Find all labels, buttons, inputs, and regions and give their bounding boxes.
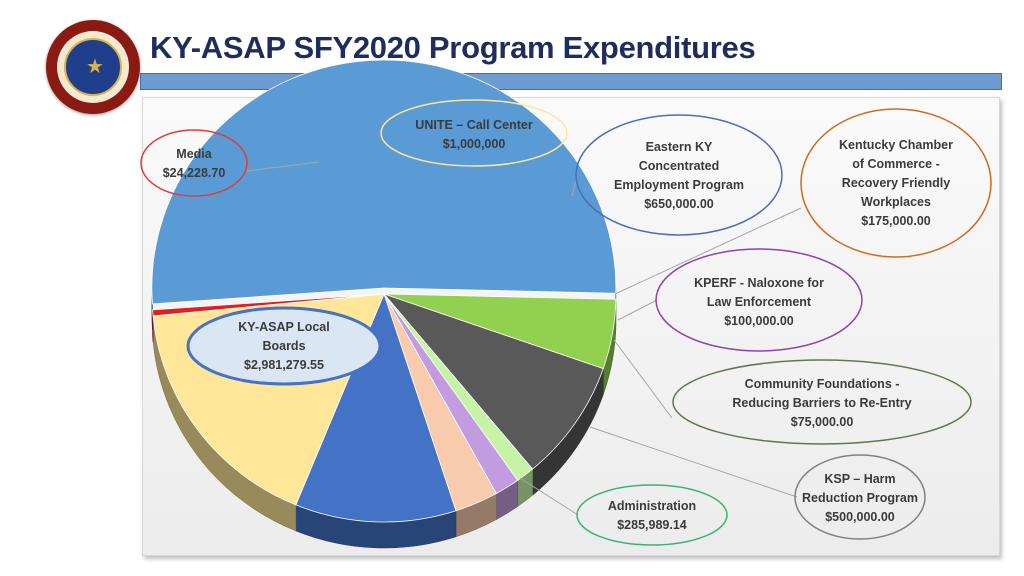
slice-label: Employment Program xyxy=(614,178,744,192)
leader-line xyxy=(613,339,673,419)
slice-label: KY-ASAP Local xyxy=(238,320,329,334)
slice-label: Reduction Program xyxy=(802,491,918,505)
callout-bubble xyxy=(794,454,926,540)
slice-label: UNITE – Call Center xyxy=(415,118,533,132)
slice-label: Kentucky Chamber xyxy=(839,138,953,152)
leader-line xyxy=(617,299,658,321)
leader-line xyxy=(614,207,802,295)
pie-slice xyxy=(382,293,604,470)
slice-label: $175,000.00 xyxy=(861,214,931,228)
callout-bubble xyxy=(655,248,863,352)
slice-label: Administration xyxy=(608,499,696,513)
callout-bubble xyxy=(140,129,248,197)
callout-bubble xyxy=(800,108,992,258)
slice-label: Eastern KY xyxy=(646,140,713,154)
slice-label: KSP – Harm xyxy=(824,472,895,486)
slice-label: $24,228.70 xyxy=(163,166,226,180)
callout-bubble xyxy=(380,99,568,167)
pie-slice xyxy=(295,292,457,523)
slice-label: $2,981,279.55 xyxy=(244,358,324,372)
slice-label: Boards xyxy=(262,339,305,353)
slice-label: Concentrated xyxy=(639,159,720,173)
callout-bubble xyxy=(575,114,783,236)
slice-label: Recovery Friendly xyxy=(842,176,950,190)
leader-lines xyxy=(246,161,802,516)
callout-bubble xyxy=(672,359,972,445)
slice-label: $75,000.00 xyxy=(791,415,854,429)
slice-label: $500,000.00 xyxy=(825,510,895,524)
slice-label: Reducing Barriers to Re-Entry xyxy=(732,396,911,410)
slice-label: $650,000.00 xyxy=(644,197,714,211)
callouts: KY-ASAP Local Boards $2,981,279.55 Administ… xyxy=(140,99,992,546)
office-seal-logo: ★ xyxy=(46,20,140,114)
slice-label: of Commerce - xyxy=(852,157,940,171)
leader-line xyxy=(519,477,579,516)
seal-center: ★ xyxy=(64,38,122,96)
pie-slice xyxy=(152,293,385,317)
leader-line xyxy=(589,426,798,498)
leader-line xyxy=(571,179,577,197)
callout-bubble xyxy=(186,306,382,386)
leader-line xyxy=(246,161,320,172)
slice-label: KPERF - Naloxone for xyxy=(694,276,824,290)
slice-label: Media xyxy=(176,147,212,161)
slice-label: Law Enforcement xyxy=(707,295,812,309)
star-icon: ★ xyxy=(86,54,104,78)
slice-label: Community Foundations - xyxy=(745,377,900,391)
slice-label: Workplaces xyxy=(861,195,931,209)
callout-bubble xyxy=(576,484,728,546)
slice-label: $100,000.00 xyxy=(724,314,794,328)
pie-slice xyxy=(151,59,617,305)
page-title: KY-ASAP SFY2020 Program Expenditures xyxy=(150,30,756,65)
slice-label: $1,000,000 xyxy=(443,137,506,151)
slice-label: $285,989.14 xyxy=(617,518,687,532)
